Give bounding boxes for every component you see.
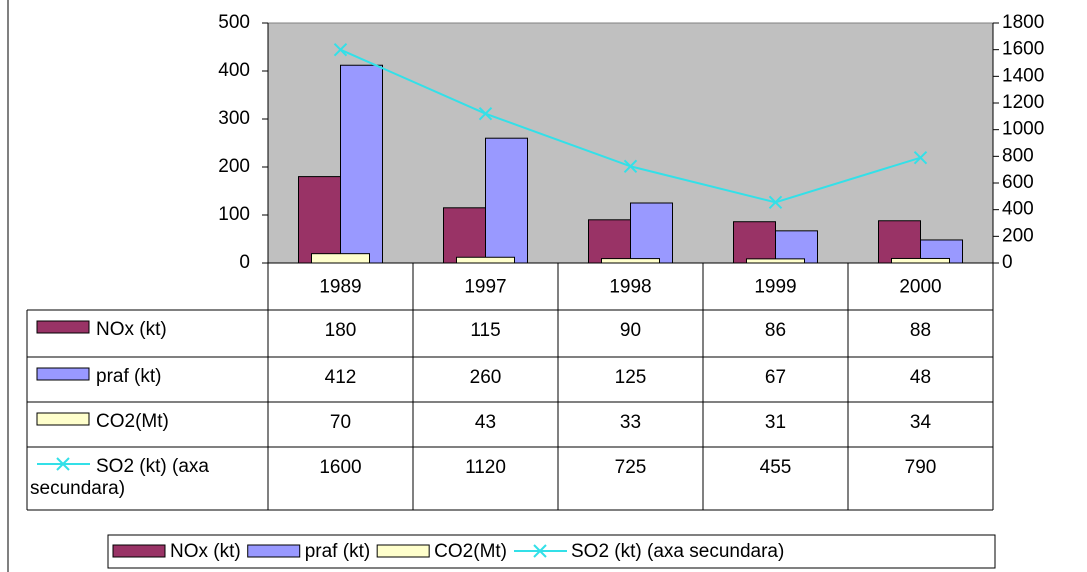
y-tick-label: 100 <box>218 204 250 225</box>
legend-label: praf (kt) <box>305 541 370 562</box>
table-cell: 180 <box>325 320 357 341</box>
table-cell: 725 <box>615 457 647 478</box>
table-cell: 33 <box>620 412 641 433</box>
legend-item: CO2(Mt) <box>376 541 507 562</box>
marker-stroke <box>56 457 70 471</box>
table-cell: 455 <box>760 457 792 478</box>
table-cell: 88 <box>910 320 931 341</box>
x-tick-label: 1997 <box>464 277 506 298</box>
table-row-label: praf (kt) <box>96 366 162 387</box>
table-cell: 86 <box>765 320 786 341</box>
x-tick-label: 1999 <box>754 277 796 298</box>
legend-swatch <box>112 544 166 558</box>
y2-tick-label: 1600 <box>1002 39 1044 60</box>
table-row-label: CO2(Mt) <box>96 411 169 432</box>
bar <box>746 258 805 264</box>
line-marker <box>333 42 348 57</box>
y-tick-label: 300 <box>218 108 250 129</box>
y2-tick-label: 1200 <box>1002 92 1044 113</box>
legend-swatch <box>36 367 90 381</box>
table-row-key <box>37 457 90 471</box>
y2-tick-label: 800 <box>1002 145 1034 166</box>
marker-stroke <box>768 195 783 210</box>
legend-swatch <box>247 544 301 558</box>
bar <box>298 176 341 264</box>
table-cell: 790 <box>905 457 937 478</box>
table-row-key <box>36 412 90 426</box>
bar <box>485 137 528 264</box>
table-row-label-text: praf (kt) <box>96 366 162 387</box>
legend-swatch <box>376 544 430 558</box>
bar <box>601 258 660 264</box>
bar <box>456 256 515 264</box>
y-tick-label: 400 <box>218 60 250 81</box>
legend-swatch <box>36 320 90 334</box>
table-cell: 115 <box>470 320 500 341</box>
y-tick-label: 0 <box>239 252 250 273</box>
legend-item: SO2 (kt) (axa secundara) <box>514 541 784 562</box>
y2-tick-label: 600 <box>1002 172 1034 193</box>
table-cell: 1600 <box>319 457 361 478</box>
line-marker <box>913 150 928 165</box>
line-marker <box>478 106 493 121</box>
table-row-label-text: NOx (kt) <box>96 319 167 340</box>
table-cell: 260 <box>470 367 502 388</box>
table-cell: 125 <box>615 367 647 388</box>
x-tick-label: 2000 <box>899 277 941 298</box>
table-cell: 31 <box>765 412 786 433</box>
legend-label: CO2(Mt) <box>434 541 507 562</box>
y2-tick-label: 1800 <box>1002 12 1044 33</box>
legend-swatch <box>36 412 90 426</box>
table-cell: 48 <box>910 367 931 388</box>
legend-item: NOx (kt) <box>112 541 241 562</box>
table-row-label: SO2 (kt) (axa secundara) <box>30 456 209 499</box>
table-cell: 43 <box>475 412 496 433</box>
table-row-label: NOx (kt) <box>96 319 167 340</box>
bar <box>891 257 950 264</box>
y2-tick-label: 0 <box>1002 252 1013 273</box>
table-cell: 412 <box>325 367 357 388</box>
bar <box>630 202 673 264</box>
bar <box>775 230 818 264</box>
legend-item: praf (kt) <box>247 541 370 562</box>
bar <box>340 64 383 264</box>
x-tick-label: 1998 <box>609 277 651 298</box>
table-row-label-text: SO2 (kt) (axa secundara) <box>30 456 209 499</box>
table-cell: 34 <box>910 412 932 433</box>
bar <box>733 221 776 264</box>
marker-stroke <box>478 106 493 121</box>
y2-tick-label: 200 <box>1002 225 1034 246</box>
marker-stroke <box>913 150 928 165</box>
legend-label: NOx (kt) <box>170 541 241 562</box>
legend-label: SO2 (kt) (axa secundara) <box>571 541 784 562</box>
bar <box>588 219 631 264</box>
y-tick-label: 200 <box>218 156 250 177</box>
bar <box>878 220 921 264</box>
table-cell: 90 <box>620 320 641 341</box>
line-marker <box>623 159 638 174</box>
table-cell: 1120 <box>465 457 506 478</box>
x-tick-label: 1989 <box>319 277 361 298</box>
y-tick-label: 500 <box>218 12 250 33</box>
y2-tick-label: 400 <box>1002 199 1034 220</box>
bar <box>443 207 486 264</box>
marker-stroke <box>533 544 547 558</box>
y2-tick-label: 1400 <box>1002 65 1044 86</box>
table-row-key <box>36 320 90 334</box>
marker-stroke <box>623 159 638 174</box>
table-cell: 70 <box>330 412 351 433</box>
y2-tick-label: 1000 <box>1002 119 1044 140</box>
table-cell: 67 <box>765 367 786 388</box>
table-row-label-text: CO2(Mt) <box>96 411 169 432</box>
bar <box>311 253 370 264</box>
line-marker <box>768 195 783 210</box>
table-row-key <box>36 367 90 381</box>
marker-stroke <box>333 42 348 57</box>
